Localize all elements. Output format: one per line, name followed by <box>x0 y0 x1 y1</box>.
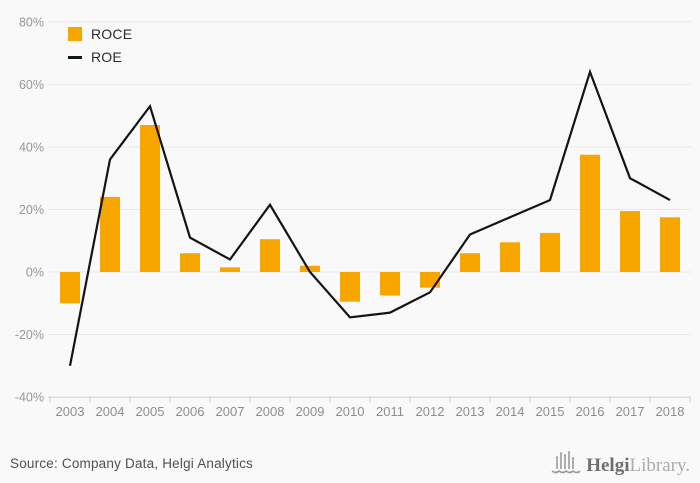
legend-label-roe: ROE <box>91 49 122 65</box>
roe-line-swatch-icon <box>68 55 82 59</box>
svg-text:-20%: -20% <box>15 328 44 342</box>
svg-text:20%: 20% <box>19 203 44 217</box>
svg-text:80%: 80% <box>19 15 44 29</box>
svg-text:2009: 2009 <box>296 404 325 419</box>
svg-text:-40%: -40% <box>15 391 44 405</box>
svg-text:60%: 60% <box>19 78 44 92</box>
svg-text:0%: 0% <box>26 266 44 280</box>
roce-roe-chart: 80% 60% 40% 20% 0% -20% -40% 2003 2004 2005 2006 20… <box>15 15 691 419</box>
chart-legend: ROCE ROE <box>68 26 132 65</box>
svg-text:2014: 2014 <box>496 404 525 419</box>
svg-text:2012: 2012 <box>416 404 445 419</box>
roce-bar-swatch-icon <box>68 27 82 41</box>
svg-text:40%: 40% <box>19 140 44 154</box>
logo-helgi-text: Helgi <box>586 455 630 476</box>
svg-text:2007: 2007 <box>216 404 245 419</box>
svg-text:2015: 2015 <box>536 404 565 419</box>
svg-text:2011: 2011 <box>376 404 404 419</box>
svg-text:2006: 2006 <box>176 404 205 419</box>
svg-text:2005: 2005 <box>136 404 165 419</box>
svg-text:2003: 2003 <box>56 404 85 419</box>
castle-icon <box>551 451 581 474</box>
svg-text:2010: 2010 <box>336 404 365 419</box>
svg-text:2004: 2004 <box>96 404 125 419</box>
svg-text:2013: 2013 <box>456 404 485 419</box>
logo-library-text: Library. <box>629 455 691 476</box>
helgi-library-logo: HelgiLibrary. <box>551 451 690 475</box>
source-text: Source: Company Data, Helgi Analytics <box>10 455 254 471</box>
chart-canvas: 80% 60% 40% 20% 0% -20% -40% 2003 2004 2005 2006 20… <box>15 15 691 419</box>
chart-footer: Source: Company Data, Helgi Analytics He… <box>0 443 700 483</box>
legend-item-roe: ROE <box>68 49 132 65</box>
svg-text:2016: 2016 <box>576 404 605 419</box>
legend-item-roce: ROCE <box>68 26 132 42</box>
logo-text: HelgiLibrary. <box>586 456 690 475</box>
legend-label-roce: ROCE <box>91 26 133 42</box>
svg-text:2017: 2017 <box>616 404 645 419</box>
svg-text:2008: 2008 <box>256 404 285 419</box>
svg-text:2018: 2018 <box>656 404 685 419</box>
